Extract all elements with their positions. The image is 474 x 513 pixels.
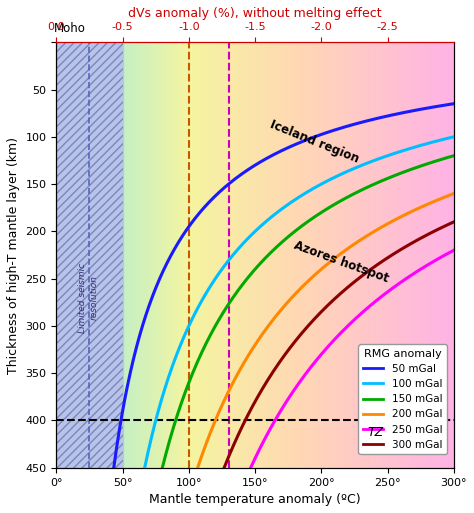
Text: Azores hotspot: Azores hotspot [292, 239, 391, 285]
Text: Moho: Moho [54, 22, 86, 35]
Text: Iceland region: Iceland region [268, 117, 361, 165]
Text: Limited seismic
resolution: Limited seismic resolution [78, 263, 98, 332]
Bar [56, 42, 123, 468]
X-axis label: Mantle temperature anomaly (ºC): Mantle temperature anomaly (ºC) [149, 493, 361, 506]
Text: TZ: TZ [368, 426, 384, 439]
Y-axis label: Thickness of high-T mantle layer (km): Thickness of high-T mantle layer (km) [7, 136, 20, 373]
X-axis label: dVs anomaly (%), without melting effect: dVs anomaly (%), without melting effect [128, 7, 382, 20]
Legend: 50 mGal, 100 mGal, 150 mGal, 200 mGal, 250 mGal, 300 mGal: 50 mGal, 100 mGal, 150 mGal, 200 mGal, 2… [358, 344, 447, 454]
